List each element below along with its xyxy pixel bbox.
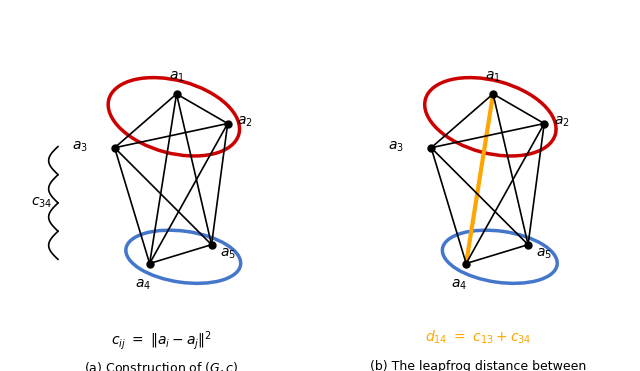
Text: $d_{14} \ = \ c_{13} + c_{34}$: $d_{14} \ = \ c_{13} + c_{34}$ bbox=[425, 329, 531, 346]
Text: $a_2$: $a_2$ bbox=[237, 115, 253, 129]
Text: (a) Construction of $(G,c)$: (a) Construction of $(G,c)$ bbox=[84, 360, 239, 371]
Text: $a_5$: $a_5$ bbox=[220, 247, 236, 261]
Text: $c_{ij} \ = \ \|a_i - a_j\|^2$: $c_{ij} \ = \ \|a_i - a_j\|^2$ bbox=[111, 329, 212, 352]
Text: $a_1$: $a_1$ bbox=[169, 69, 184, 83]
Text: $a_4$: $a_4$ bbox=[135, 278, 151, 292]
Text: $a_2$: $a_2$ bbox=[554, 115, 570, 129]
Text: (b) The leapfrog distance between
points 1, 4: (b) The leapfrog distance between points… bbox=[370, 360, 586, 371]
Text: $a_4$: $a_4$ bbox=[451, 278, 467, 292]
Text: $a_3$: $a_3$ bbox=[388, 139, 404, 154]
Text: $a_3$: $a_3$ bbox=[72, 139, 88, 154]
Text: $c_{34}$: $c_{34}$ bbox=[31, 196, 52, 210]
Text: $a_1$: $a_1$ bbox=[485, 69, 501, 83]
Text: $a_5$: $a_5$ bbox=[536, 247, 552, 261]
